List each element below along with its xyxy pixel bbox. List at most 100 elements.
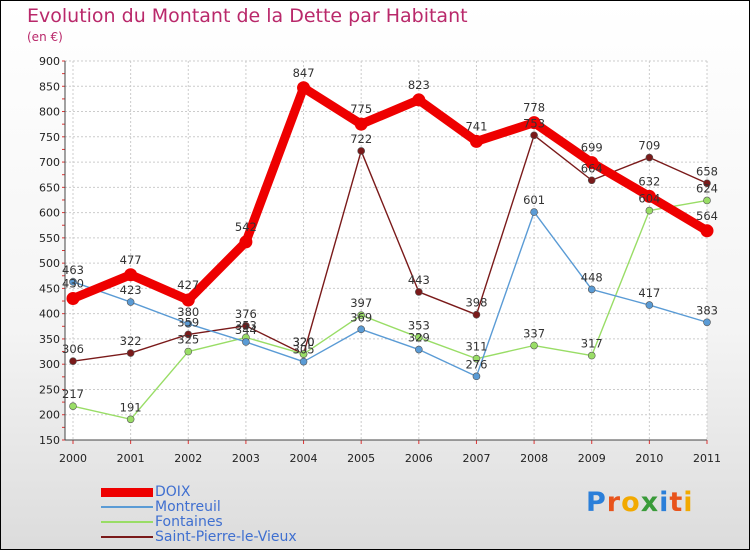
data-label: 542 — [235, 220, 257, 234]
data-label: 369 — [350, 310, 372, 324]
data-label: 306 — [62, 342, 84, 356]
data-point — [357, 147, 365, 155]
data-label: 847 — [293, 66, 315, 80]
x-tick-label: 2002 — [174, 452, 202, 465]
data-label: 191 — [120, 400, 142, 414]
data-label: 397 — [350, 296, 372, 310]
data-point — [242, 338, 250, 346]
data-point — [126, 415, 135, 424]
data-point — [299, 357, 308, 366]
legend-swatch — [101, 506, 153, 508]
data-label: 741 — [465, 119, 487, 133]
data-point — [469, 134, 483, 148]
y-tick-label: 350 — [39, 333, 60, 346]
logo-letter: i — [683, 487, 694, 518]
data-label: 427 — [177, 278, 199, 292]
logo-letter: P — [586, 487, 607, 518]
x-tick-label: 2000 — [59, 452, 87, 465]
data-point — [242, 321, 250, 330]
data-label: 337 — [523, 327, 545, 341]
legend-label: DOIX — [155, 484, 191, 500]
data-label: 344 — [235, 323, 257, 337]
data-point — [645, 301, 654, 309]
data-label: 380 — [177, 305, 199, 319]
data-point — [527, 116, 541, 130]
data-point — [184, 319, 193, 328]
data-point — [184, 330, 193, 339]
y-tick-label: 200 — [39, 409, 60, 422]
legend-item: DOIX — [101, 484, 361, 500]
series-line-doix — [68, 83, 712, 305]
logo-letter: t — [669, 487, 684, 518]
data-point — [239, 235, 253, 249]
data-label: 722 — [350, 132, 372, 146]
data-label: 322 — [120, 334, 142, 348]
data-point — [645, 153, 654, 162]
data-point — [66, 292, 80, 306]
data-point — [415, 345, 423, 354]
data-point — [530, 341, 538, 350]
data-point — [184, 347, 193, 356]
data-point — [700, 224, 714, 238]
data-point — [530, 208, 538, 216]
data-label: 329 — [408, 331, 430, 345]
data-label: 320 — [293, 335, 315, 349]
data-point — [530, 131, 538, 140]
data-label: 564 — [696, 209, 718, 223]
data-point — [69, 278, 77, 286]
data-point — [126, 349, 135, 357]
logo-letter: i — [659, 487, 670, 518]
data-label: 778 — [523, 101, 545, 115]
y-tick-label: 600 — [39, 207, 60, 220]
data-point — [703, 196, 711, 205]
data-label: 775 — [350, 102, 372, 116]
data-label: 448 — [581, 270, 603, 284]
data-label: 753 — [523, 116, 545, 130]
legend-label: Fontaines — [155, 514, 223, 530]
x-tick-label: 2008 — [520, 452, 548, 465]
data-point — [587, 176, 596, 185]
proxiti-logo: Proxiti — [586, 487, 694, 518]
x-tick-label: 2005 — [347, 452, 375, 465]
legend-item: Fontaines — [101, 514, 361, 530]
data-label: 311 — [465, 340, 487, 354]
chart-title: Evolution du Montant de la Dette par Hab… — [27, 5, 468, 27]
y-tick-label: 300 — [39, 358, 60, 371]
legend-swatch — [101, 488, 153, 497]
x-tick-label: 2007 — [462, 452, 490, 465]
x-tick-label: 2006 — [405, 452, 433, 465]
data-label: 664 — [581, 161, 603, 175]
data-point — [415, 288, 423, 296]
series-line-fontaines — [72, 199, 708, 420]
y-tick-label: 400 — [39, 308, 60, 321]
data-label: 359 — [177, 315, 199, 329]
data-point — [703, 179, 711, 188]
data-point — [69, 357, 77, 365]
data-point — [412, 93, 426, 107]
data-label: 423 — [120, 283, 142, 297]
data-point — [703, 318, 711, 327]
data-label: 823 — [408, 78, 430, 92]
data-point — [587, 285, 596, 294]
series-line-saint-pierre-le-vieux — [72, 134, 708, 362]
logo-letter: o — [621, 487, 641, 518]
data-point — [357, 311, 365, 319]
y-tick-label: 450 — [39, 282, 60, 295]
data-label: 376 — [235, 307, 257, 321]
data-label: 305 — [293, 343, 315, 357]
data-label: 276 — [465, 357, 487, 371]
data-point — [354, 117, 368, 131]
y-tick-label: 800 — [39, 106, 60, 119]
legend: DOIX Montreuil Fontaines Saint-Pierre-le-Vi… — [101, 484, 361, 545]
data-label: 398 — [465, 296, 487, 310]
data-label: 604 — [638, 192, 660, 206]
y-tick-label: 650 — [39, 181, 60, 194]
legend-item: Montreuil — [101, 499, 361, 515]
y-tick-label: 150 — [39, 434, 60, 447]
y-tick-label: 900 — [39, 55, 60, 68]
legend-swatch — [101, 521, 153, 523]
logo-letter: r — [606, 487, 622, 518]
data-label: 632 — [638, 174, 660, 188]
data-label: 709 — [638, 139, 660, 153]
